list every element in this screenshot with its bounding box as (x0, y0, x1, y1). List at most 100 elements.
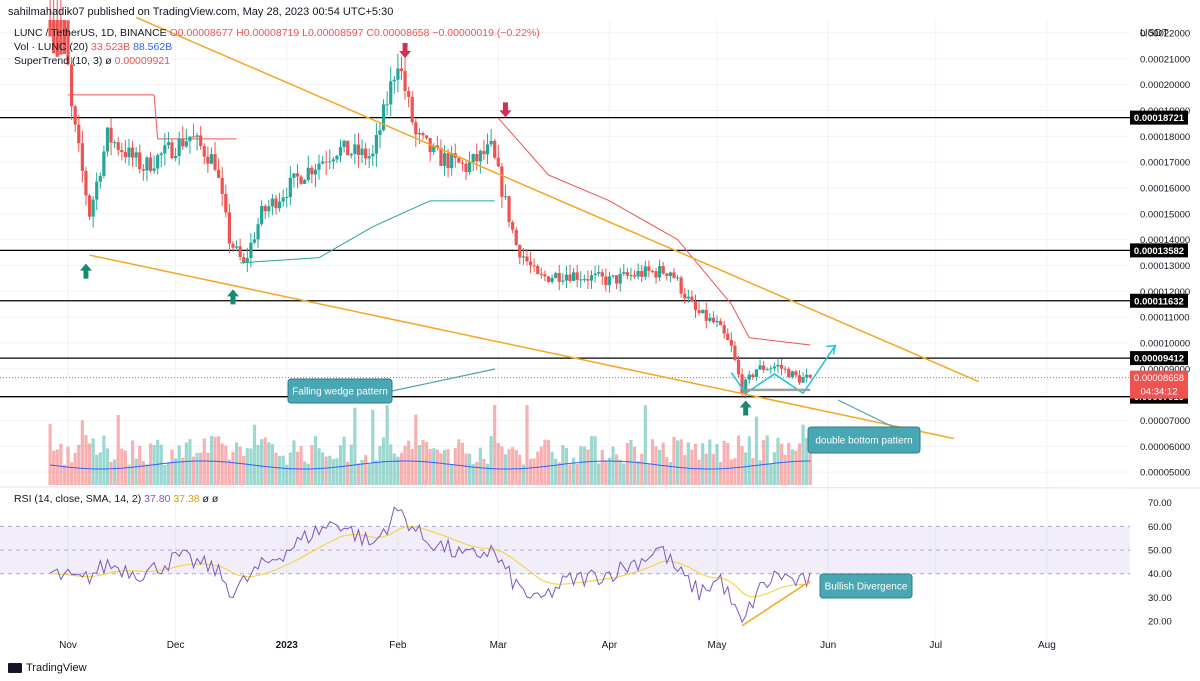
volume-bar (181, 457, 185, 485)
candle-body (582, 279, 586, 281)
volume-bar (277, 455, 282, 485)
price-tick-label: 0.00020000 (1140, 80, 1190, 91)
supertrend-flag: ø (105, 55, 112, 67)
price-tick-label: 0.00012000 (1140, 287, 1190, 298)
rsi-ma-value: 37.38 (173, 493, 200, 505)
currency-label: USDT (1140, 27, 1169, 39)
volume-bar (224, 445, 228, 485)
volume-label: Vol · LUNC (20) (14, 41, 89, 53)
candle-body (270, 198, 275, 207)
candle-body (518, 245, 522, 258)
volume-bar (102, 435, 106, 485)
candle-body (95, 181, 99, 200)
volume-bar (790, 449, 794, 485)
volume-bar (543, 439, 547, 485)
tradingview-logo[interactable]: TradingView (8, 662, 87, 674)
callout-box (287, 378, 393, 404)
volume-bar (145, 464, 149, 485)
volume-bar (55, 449, 59, 485)
rsi-band (0, 526, 1130, 574)
volume-bar (87, 443, 92, 485)
volume-bar (141, 461, 145, 485)
volume-bar (654, 446, 658, 485)
volume-bar (91, 438, 95, 485)
volume-legend[interactable]: Vol · LUNC (20) 33.523B 88.562B (14, 41, 172, 53)
volume-bar (453, 448, 457, 485)
supertrend-legend[interactable]: SuperTrend (10, 3) ø 0.00009921 (14, 55, 170, 67)
volume-bar (586, 449, 590, 485)
volume-bar (525, 405, 529, 485)
candle-body (399, 68, 404, 72)
candle-body (643, 266, 647, 277)
volume-bar (130, 440, 135, 485)
candle-body (636, 271, 640, 277)
current-price-text: 0.00008658 (1134, 373, 1184, 384)
candle-body (625, 272, 629, 276)
candle-body (360, 148, 364, 156)
price-tick-label: 0.00009000 (1140, 364, 1190, 375)
volume-bar (70, 462, 74, 485)
volume-bar (159, 444, 163, 485)
candle-body (320, 161, 325, 164)
volume-bar (460, 442, 465, 485)
candle-body (790, 371, 794, 378)
candle-body (604, 276, 608, 286)
volume-bar (267, 442, 271, 485)
rsi-legend[interactable]: RSI (14, close, SMA, 14, 2) 37.80 37.38 … (14, 493, 218, 505)
candle-body (138, 152, 142, 170)
volume-bar (378, 446, 382, 485)
volume-bar (389, 444, 393, 485)
volume-bar (52, 450, 56, 485)
volume-bar (392, 453, 396, 485)
time-tick-label: Dec (167, 640, 185, 651)
supertrend-label: SuperTrend (10, 3) (14, 55, 103, 67)
candle-body (500, 166, 504, 197)
candle-body (482, 150, 486, 155)
candle-body (87, 195, 92, 217)
symbol-legend[interactable]: LUNC / TetherUS, 1D, BINANCE O0.00008677… (14, 27, 540, 39)
candle-body (539, 273, 543, 275)
volume-bar (744, 452, 748, 485)
candle-body (600, 272, 604, 277)
volume-bar (711, 454, 716, 485)
candle-body (762, 365, 766, 370)
candle-body (493, 140, 497, 158)
candle-body (805, 374, 809, 378)
volume-bar (618, 459, 622, 485)
volume-bar (697, 459, 701, 485)
volume-bar (371, 409, 375, 485)
candle-body (503, 196, 508, 198)
candle-body (546, 276, 551, 282)
candle-body (331, 159, 335, 162)
time-tick-label: Apr (602, 640, 618, 651)
volume-bar (496, 442, 500, 485)
candle-body (615, 275, 619, 284)
volume-bar (758, 460, 762, 485)
candle-body (389, 81, 393, 105)
volume-bar (306, 463, 310, 485)
volume-bar (227, 459, 231, 485)
candle-body (374, 134, 378, 154)
volume-ma-line (50, 460, 811, 470)
volume-bar (170, 449, 174, 485)
volume-bar (733, 458, 737, 485)
pane-divider (0, 486, 1200, 489)
volume-bar (148, 443, 153, 485)
candle-body (181, 138, 185, 147)
candle-body (256, 224, 260, 240)
time-tick-label: Jun (820, 640, 836, 651)
volume-bar (536, 451, 540, 485)
candle-body (310, 167, 314, 175)
volume-bar (632, 446, 637, 485)
candle-body (736, 359, 741, 375)
volume-bar (48, 423, 52, 485)
level-label-bg (1130, 293, 1188, 308)
rsi-tick-label: 30.00 (1148, 593, 1172, 604)
volume-value-1: 33.523B (91, 41, 131, 53)
candle-body (758, 365, 762, 370)
candle-body (554, 273, 558, 278)
candle-body (159, 153, 163, 156)
falling-wedge-callout: Falling wedge pattern (287, 368, 496, 404)
candle-body (475, 154, 479, 162)
